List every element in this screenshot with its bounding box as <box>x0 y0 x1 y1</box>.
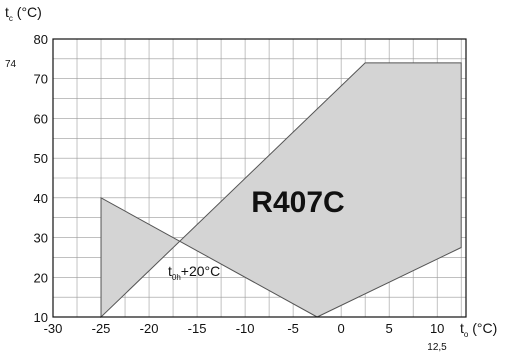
y-tick-label: 10 <box>34 310 48 325</box>
y-tick-label: 70 <box>34 72 48 87</box>
extra-x-tick-label: 12,5 <box>427 342 447 352</box>
x-axis-label: to (°C) <box>460 320 497 339</box>
series-label: R407C <box>251 186 344 219</box>
plot-frame <box>52 38 467 318</box>
x-tick-labels: -30 -25 -20 -15 -10 -5 0 5 10 <box>44 321 445 336</box>
y-tick-label: 50 <box>34 151 48 166</box>
superheat-annotation: t0h+20°C <box>168 263 220 282</box>
y-tick-label: 30 <box>34 231 48 246</box>
x-tick-label: -20 <box>140 321 159 336</box>
x-tick-label: -15 <box>188 321 207 336</box>
y-tick-labels: 10 20 30 40 50 60 70 80 <box>34 32 48 325</box>
operating-envelope <box>100 62 462 319</box>
x-tick-label: -10 <box>236 321 255 336</box>
x-tick-label: -5 <box>287 321 299 336</box>
y-axis-label: tc (°C) <box>5 4 42 23</box>
y-tick-label: 20 <box>34 270 48 285</box>
x-tick-label: -30 <box>44 321 63 336</box>
x-tick-label: -25 <box>92 321 111 336</box>
x-tick-label: 0 <box>338 321 345 336</box>
extra-y-tick-label: 74 <box>5 59 17 70</box>
y-tick-label: 60 <box>34 111 48 126</box>
x-tick-label: 10 <box>430 321 444 336</box>
y-tick-label: 40 <box>34 191 48 206</box>
x-tick-label: 5 <box>386 321 393 336</box>
y-tick-label: 80 <box>34 32 48 47</box>
